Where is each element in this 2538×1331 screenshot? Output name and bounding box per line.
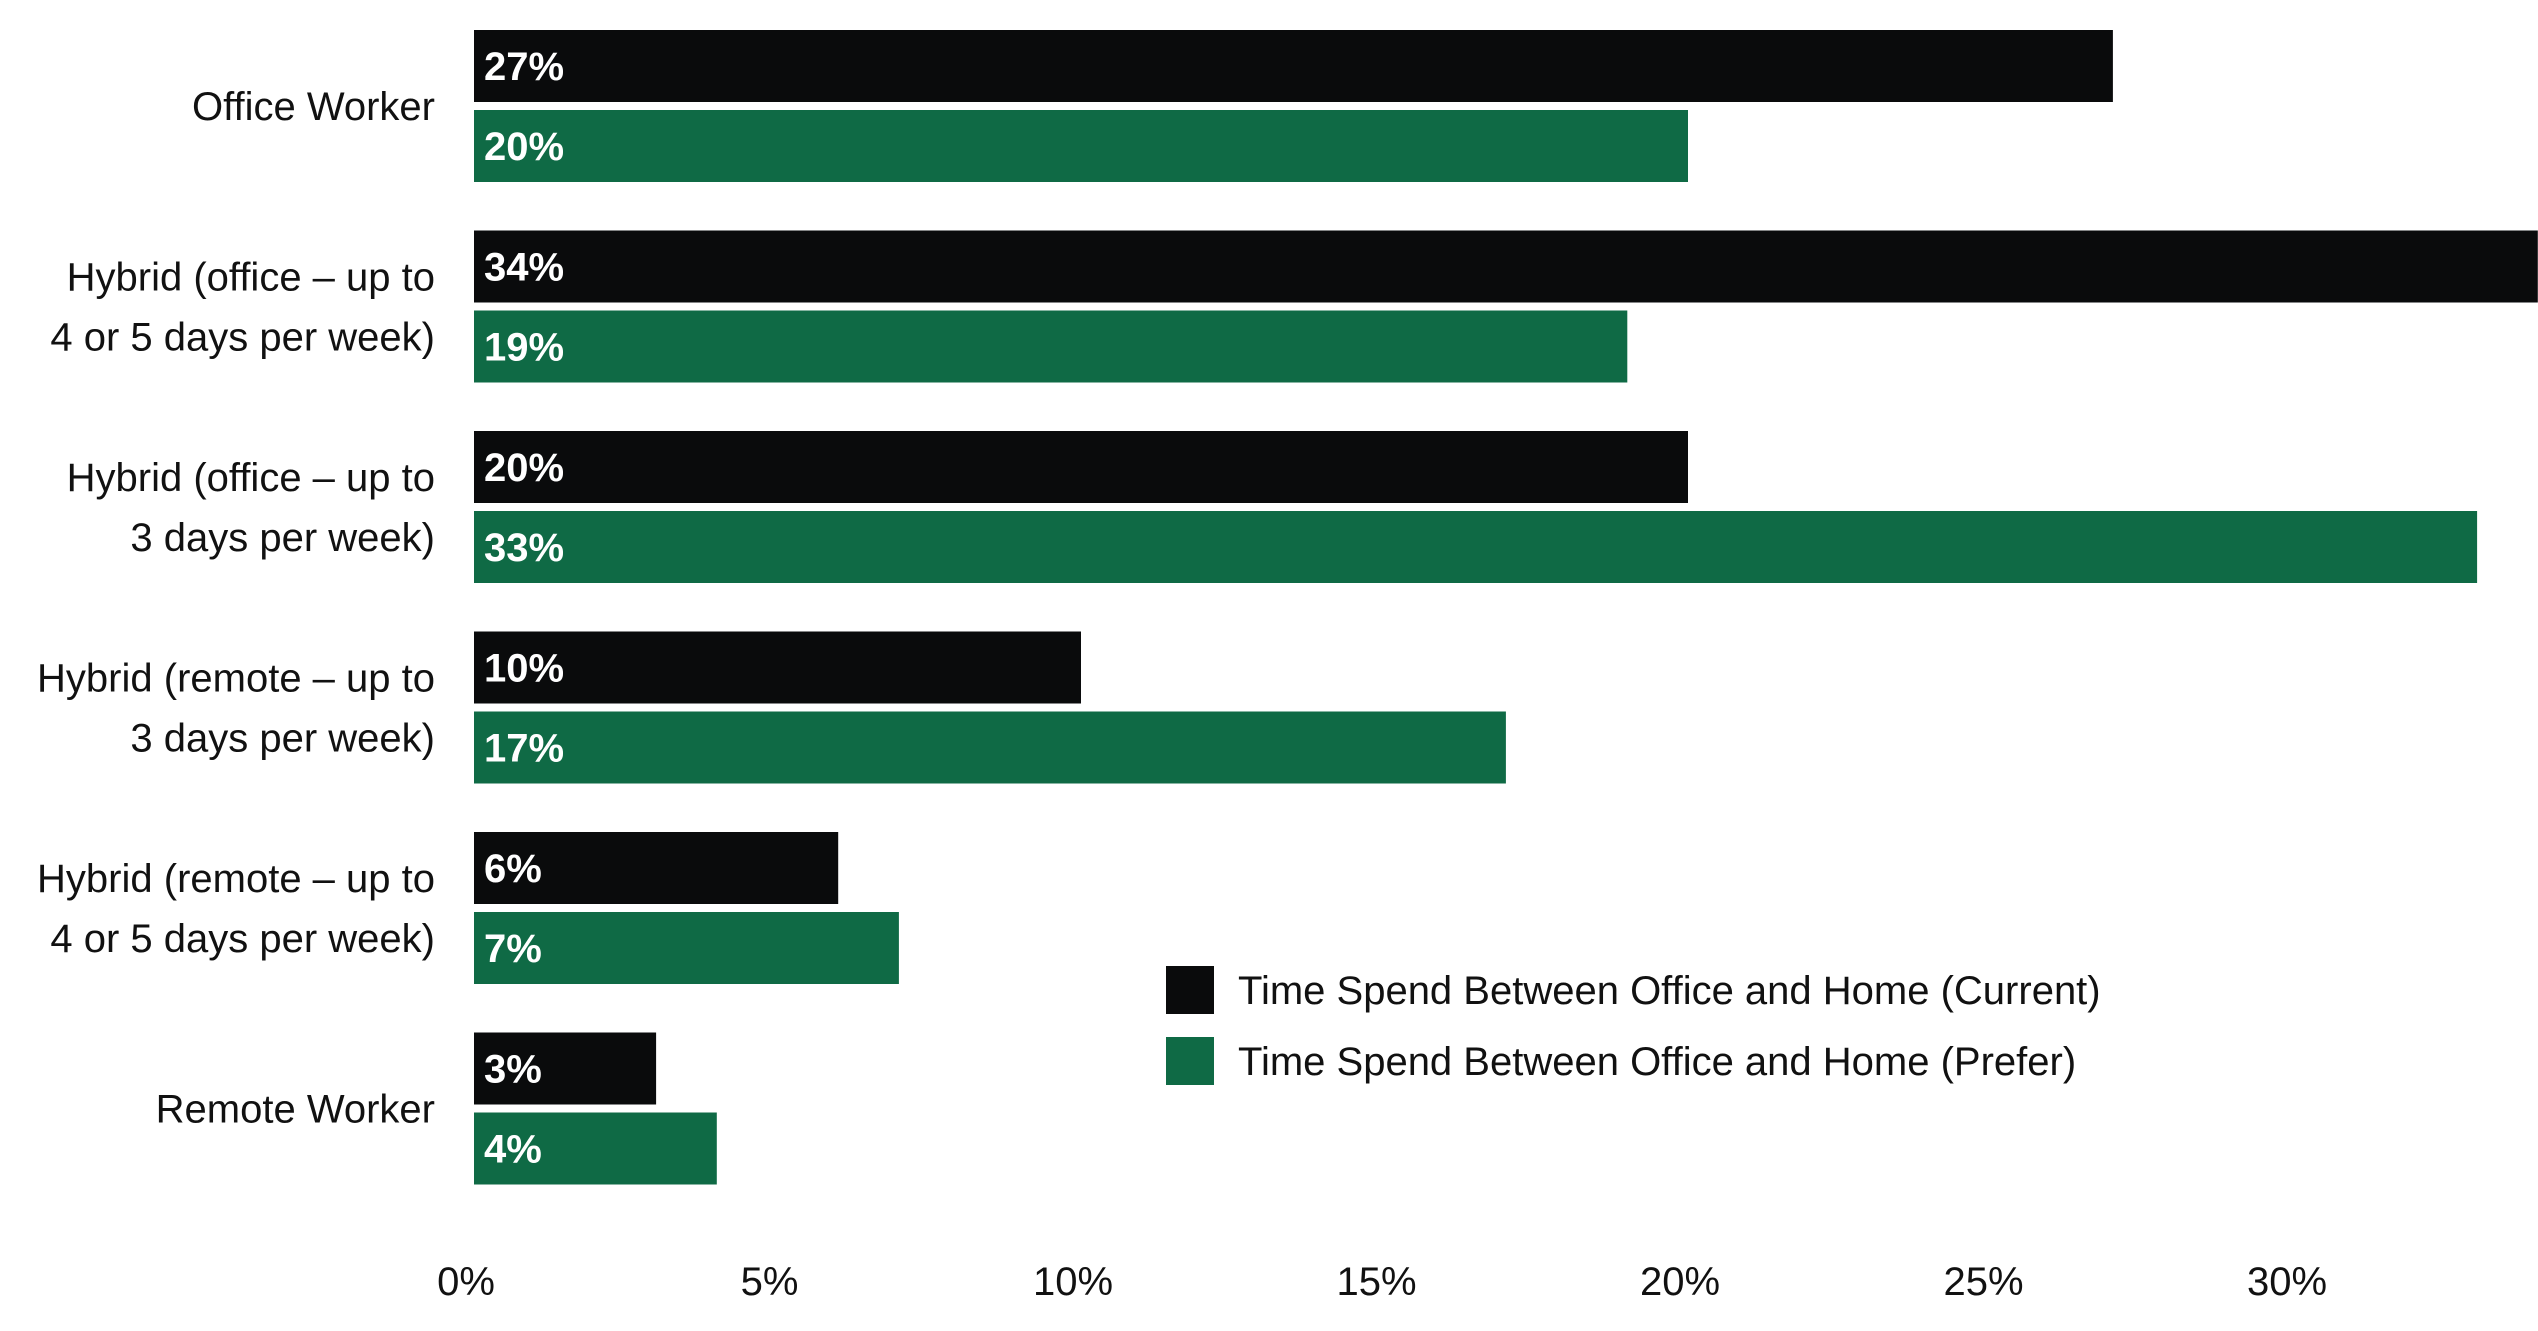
- legend-label-prefer: Time Spend Between Office and Home (Pref…: [1238, 1040, 2076, 1084]
- legend-label-current: Time Spend Between Office and Home (Curr…: [1238, 969, 2101, 1013]
- bar-current-0: [474, 30, 2113, 102]
- bar-value-label-current-2: 20%: [484, 446, 564, 490]
- category-labels-group: Office Worker Hybrid (office – up to 4 or …: [37, 85, 435, 1132]
- category-label-1-line-1: 4 or 5 days per week): [50, 316, 435, 360]
- category-label-5-line-0: Remote Worker: [156, 1088, 435, 1132]
- bar-value-label-current-3: 10%: [484, 647, 564, 691]
- legend: Time Spend Between Office and Home (Curr…: [1166, 966, 2101, 1085]
- bars-group: 27% 20% 34% 19% 20% 33% 10% 17% 6% 7% 3% 4%: [474, 30, 2538, 1185]
- x-tick-label-1: 5%: [741, 1260, 799, 1304]
- legend-swatch-prefer: [1166, 1037, 1214, 1085]
- bar-current-1: [474, 230, 2538, 303]
- bar-value-label-current-1: 34%: [484, 246, 564, 290]
- category-label-0-line-0: Office Worker: [192, 85, 435, 129]
- bar-value-label-prefer-0: 20%: [484, 125, 564, 169]
- category-label-3-line-1: 3 days per week): [130, 717, 435, 761]
- bar-value-label-current-4: 6%: [484, 847, 542, 891]
- bar-prefer-0: [474, 110, 1688, 182]
- bar-current-2: [474, 431, 1688, 503]
- bar-value-label-prefer-5: 4%: [484, 1128, 542, 1172]
- category-label-3-line-0: Hybrid (remote – up to: [37, 657, 435, 701]
- category-label-4-line-1: 4 or 5 days per week): [50, 917, 435, 961]
- bar-value-label-prefer-4: 7%: [484, 927, 542, 971]
- x-tick-label-2: 10%: [1033, 1260, 1113, 1304]
- x-axis-ticks-group: 0% 5% 10% 15% 20% 25% 30%: [437, 1260, 2327, 1304]
- category-label-2-line-0: Hybrid (office – up to: [67, 456, 435, 500]
- bar-value-label-prefer-3: 17%: [484, 727, 564, 771]
- bar-prefer-4: [474, 912, 899, 984]
- legend-swatch-current: [1166, 966, 1214, 1014]
- x-tick-label-5: 25%: [1943, 1260, 2023, 1304]
- bar-current-3: [474, 631, 1081, 704]
- bar-value-label-prefer-2: 33%: [484, 526, 564, 570]
- bar-value-label-current-5: 3%: [484, 1048, 542, 1092]
- bar-prefer-5: [474, 1112, 717, 1185]
- x-tick-label-4: 20%: [1640, 1260, 1720, 1304]
- category-label-2-line-1: 3 days per week): [130, 516, 435, 560]
- bar-current-4: [474, 832, 839, 904]
- category-label-4-line-0: Hybrid (remote – up to: [37, 857, 435, 901]
- bar-prefer-2: [474, 511, 2478, 583]
- bar-prefer-1: [474, 310, 1628, 383]
- bar-value-label-current-0: 27%: [484, 45, 564, 89]
- x-tick-label-3: 15%: [1336, 1260, 1416, 1304]
- bar-prefer-3: [474, 711, 1506, 784]
- bar-value-label-prefer-1: 19%: [484, 326, 564, 370]
- x-tick-label-6: 30%: [2247, 1260, 2327, 1304]
- bar-current-5: [474, 1032, 657, 1105]
- category-label-1-line-0: Hybrid (office – up to: [67, 256, 435, 300]
- x-tick-label-0: 0%: [437, 1260, 495, 1304]
